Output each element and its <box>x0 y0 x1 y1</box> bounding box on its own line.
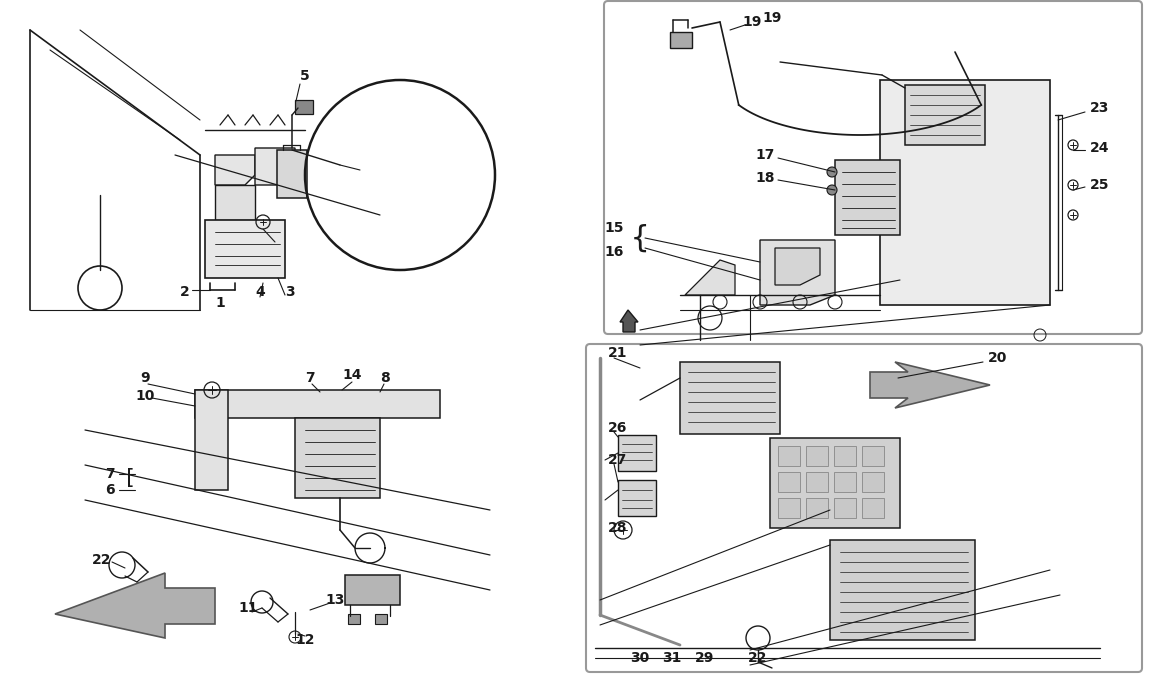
Text: {: { <box>631 223 650 253</box>
Bar <box>862 498 884 518</box>
Bar <box>830 540 975 640</box>
Text: 4: 4 <box>255 285 264 299</box>
Bar <box>779 498 800 518</box>
Bar <box>834 472 856 492</box>
Text: 12: 12 <box>296 633 315 647</box>
Text: 26: 26 <box>608 421 628 435</box>
Text: 8: 8 <box>381 371 390 385</box>
Bar <box>670 32 692 48</box>
Bar <box>618 435 656 471</box>
Text: 22: 22 <box>749 651 768 665</box>
Text: 19: 19 <box>742 15 761 29</box>
Text: 24: 24 <box>1090 141 1110 155</box>
Text: 3: 3 <box>285 285 294 299</box>
Bar <box>770 438 900 528</box>
Bar <box>618 480 656 516</box>
Text: 7: 7 <box>106 467 115 481</box>
Text: 10: 10 <box>136 389 155 403</box>
Bar <box>205 220 285 278</box>
Text: [: [ <box>123 468 137 488</box>
Polygon shape <box>880 80 1050 305</box>
Text: 6: 6 <box>106 483 115 497</box>
Bar <box>806 446 828 466</box>
Text: 14: 14 <box>343 368 362 382</box>
Polygon shape <box>255 148 296 185</box>
Bar <box>834 498 856 518</box>
Bar <box>348 614 360 624</box>
Text: 17: 17 <box>756 148 775 162</box>
Text: 18: 18 <box>756 171 775 185</box>
Bar <box>345 575 400 605</box>
Bar <box>834 446 856 466</box>
Bar <box>296 100 313 114</box>
Polygon shape <box>620 310 638 332</box>
Circle shape <box>827 185 837 195</box>
Polygon shape <box>55 573 215 638</box>
Bar <box>862 446 884 466</box>
Circle shape <box>827 167 837 177</box>
Bar <box>905 85 986 145</box>
Bar <box>806 472 828 492</box>
Text: 9: 9 <box>140 371 150 385</box>
Polygon shape <box>760 240 835 305</box>
Text: 13: 13 <box>325 593 345 607</box>
Polygon shape <box>215 185 255 220</box>
Text: 19: 19 <box>762 11 781 25</box>
Text: 29: 29 <box>696 651 714 665</box>
Text: 23: 23 <box>1090 101 1110 115</box>
Bar <box>296 418 380 498</box>
Text: 30: 30 <box>630 651 650 665</box>
Polygon shape <box>196 390 228 490</box>
Text: 31: 31 <box>662 651 682 665</box>
Text: 1: 1 <box>215 296 225 310</box>
Text: 11: 11 <box>238 601 258 615</box>
Text: 22: 22 <box>92 553 112 567</box>
Text: 27: 27 <box>608 453 628 467</box>
FancyBboxPatch shape <box>586 344 1142 672</box>
Bar <box>835 160 900 235</box>
Text: 25: 25 <box>1090 178 1110 192</box>
Text: 20: 20 <box>988 351 1007 365</box>
Bar <box>862 472 884 492</box>
Text: 16: 16 <box>605 245 624 259</box>
Text: 2: 2 <box>181 285 190 299</box>
Bar <box>779 472 800 492</box>
Bar <box>680 362 780 434</box>
Polygon shape <box>685 260 735 295</box>
Text: 7: 7 <box>305 371 315 385</box>
Bar <box>806 498 828 518</box>
Text: 28: 28 <box>608 521 628 535</box>
FancyBboxPatch shape <box>604 1 1142 334</box>
Polygon shape <box>871 362 990 408</box>
Polygon shape <box>775 248 820 285</box>
Bar <box>779 446 800 466</box>
Polygon shape <box>196 390 440 418</box>
Text: 5: 5 <box>300 69 309 83</box>
Polygon shape <box>215 155 255 185</box>
Bar <box>277 150 307 198</box>
Bar <box>375 614 388 624</box>
Text: 21: 21 <box>608 346 628 360</box>
Text: 15: 15 <box>605 221 624 235</box>
